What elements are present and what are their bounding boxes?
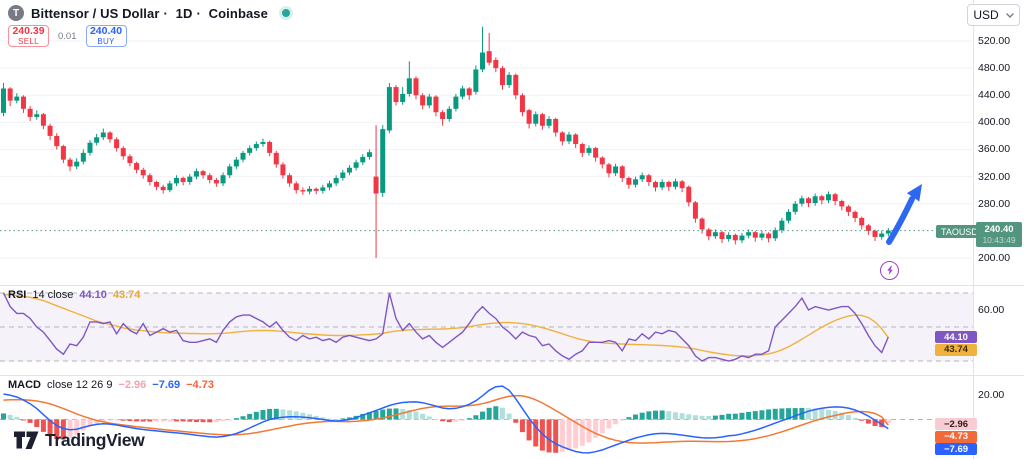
sell-button[interactable]: 240.39 SELL [8, 25, 49, 47]
tradingview-watermark[interactable]: TradingView [14, 430, 145, 451]
price-axis-label: 360.00 [978, 143, 1011, 156]
symbol-name: Bittensor / US Dollar [31, 5, 160, 21]
rsi-value-tag: 44.10 [935, 331, 977, 343]
current-price-tag: 240.40 10:43:49 [976, 222, 1022, 247]
rsi-params: 14 close [32, 289, 74, 301]
trend-arrow-annotation[interactable] [886, 184, 922, 245]
buy-button[interactable]: 240.40 BUY [85, 25, 127, 47]
price-axis-label: 440.00 [978, 89, 1011, 102]
rsi-name: RSI [8, 289, 27, 301]
rsi-value: 44.10 [79, 289, 107, 301]
lightning-icon [886, 265, 893, 275]
spread-value: 0.01 [58, 30, 77, 42]
trade-buttons: 240.39 SELL 0.01 240.40 BUY [8, 25, 127, 47]
macd-signal-value: −4.73 [186, 379, 214, 391]
buy-price: 240.40 [89, 25, 123, 38]
currency-label: USD [973, 8, 999, 22]
macd-signal-tag: −4.73 [935, 430, 977, 443]
quick-trade-lightning-button[interactable] [880, 261, 899, 280]
macd-axis-label: 20.00 [978, 389, 1005, 402]
sell-price: 240.39 [12, 25, 45, 38]
macd-lines [3, 385, 889, 454]
buy-label: BUY [97, 36, 115, 46]
price-axis-label: 480.00 [978, 62, 1011, 75]
symbol-price-label: TAOUSD [936, 225, 983, 238]
rsi-ma-value-tag: 43.74 [935, 343, 977, 356]
macd-line-tag: −7.69 [935, 443, 977, 455]
title-separator: · [196, 5, 201, 21]
rsi-axis-label: 60.00 [978, 304, 1005, 316]
rsi-band [0, 292, 973, 362]
chevron-down-icon [1005, 12, 1014, 18]
price-axis-label: 520.00 [978, 35, 1011, 47]
rsi-ma-value: 43.74 [112, 289, 141, 301]
macd-line-value: −7.69 [152, 379, 181, 391]
title-separator: · [163, 5, 168, 21]
symbol-title: Bittensor / US Dollar · 1D · Coinbase [31, 6, 272, 21]
symbol-legend[interactable]: T Bittensor / US Dollar · 1D · Coinbase [8, 4, 290, 22]
price-axis-label: 280.00 [978, 197, 1011, 210]
macd-histogram [1, 406, 891, 453]
price-axis-label: 200.00 [978, 251, 1011, 264]
sell-label: SELL [18, 36, 39, 46]
current-price-value: 240.40 [984, 224, 1014, 235]
price-axis-label: 320.00 [978, 170, 1011, 183]
candlestick-series [1, 26, 891, 258]
symbol-logo-icon: T [8, 5, 24, 21]
macd-histogram-value: −2.96 [118, 379, 147, 391]
macd-name: MACD [8, 379, 41, 391]
macd-params: close 12 26 9 [47, 379, 113, 391]
macd-histogram-tag: −2.96 [935, 418, 977, 430]
currency-selector-button[interactable]: USD [967, 4, 1020, 26]
interval-label: 1D [175, 5, 193, 21]
rsi-lines [2, 292, 889, 362]
countdown-timer: 10:43:49 [982, 234, 1016, 245]
exchange-label: Coinbase [208, 5, 268, 21]
market-status-dot-icon [281, 9, 290, 17]
macd-legend[interactable]: MACD close 12 26 9 −2.96 −7.69 −4.73 [8, 379, 214, 391]
price-axis-label: 400.00 [978, 116, 1011, 129]
tradingview-wordmark: TradingView [45, 430, 145, 450]
tradingview-logo-icon [14, 431, 39, 449]
price-gridlines [0, 40, 973, 259]
rsi-legend[interactable]: RSI 14 close 44.10 43.74 [8, 289, 140, 301]
